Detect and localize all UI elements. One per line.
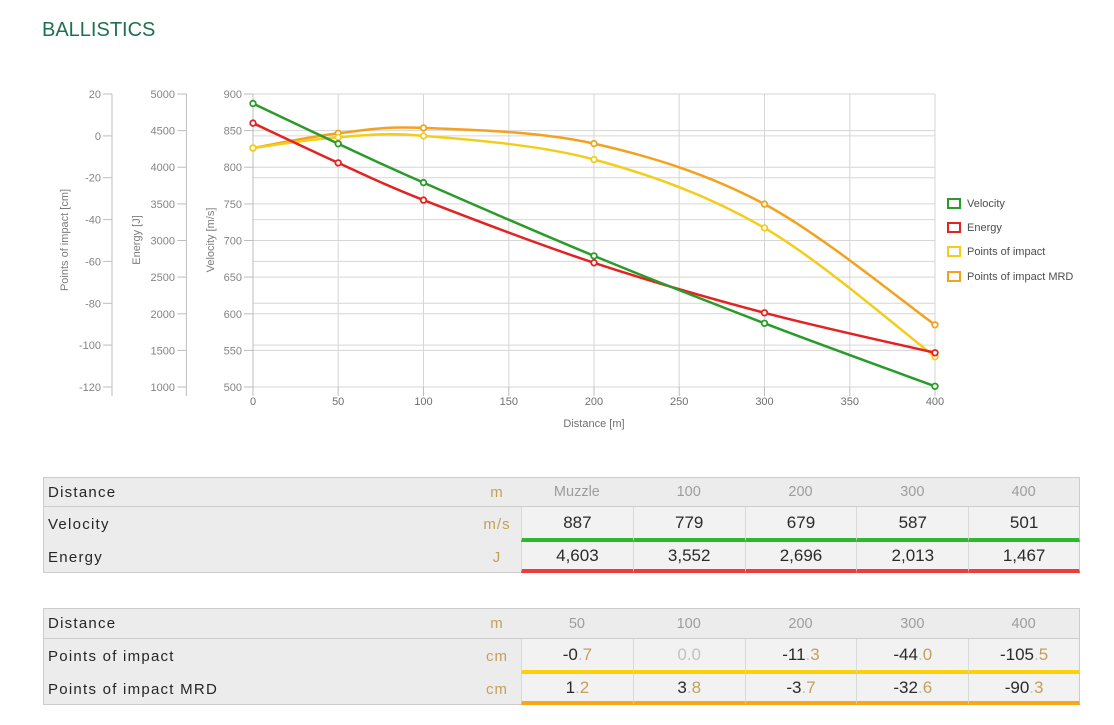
svg-text:-40: -40 bbox=[85, 215, 101, 227]
svg-text:1000: 1000 bbox=[151, 382, 175, 394]
svg-text:500: 500 bbox=[224, 382, 242, 394]
svg-text:300: 300 bbox=[755, 396, 773, 408]
svg-text:4000: 4000 bbox=[151, 162, 175, 174]
svg-text:600: 600 bbox=[224, 309, 242, 321]
svg-text:20: 20 bbox=[89, 89, 101, 101]
svg-text:700: 700 bbox=[224, 236, 242, 248]
svg-text:Points of impact [cm]: Points of impact [cm] bbox=[59, 189, 71, 291]
svg-text:Velocity [m/s]: Velocity [m/s] bbox=[205, 208, 217, 273]
svg-text:Energy [J]: Energy [J] bbox=[131, 215, 143, 265]
svg-text:850: 850 bbox=[224, 126, 242, 138]
svg-text:-60: -60 bbox=[85, 256, 101, 268]
svg-text:3500: 3500 bbox=[151, 199, 175, 211]
svg-text:1500: 1500 bbox=[151, 345, 175, 357]
svg-text:Distance [m]: Distance [m] bbox=[563, 418, 624, 430]
svg-text:5000: 5000 bbox=[151, 89, 175, 101]
svg-text:3000: 3000 bbox=[151, 236, 175, 248]
svg-text:0: 0 bbox=[250, 396, 256, 408]
svg-text:-80: -80 bbox=[85, 298, 101, 310]
svg-text:250: 250 bbox=[670, 396, 688, 408]
svg-text:100: 100 bbox=[414, 396, 432, 408]
svg-text:350: 350 bbox=[841, 396, 859, 408]
svg-text:800: 800 bbox=[224, 162, 242, 174]
svg-text:650: 650 bbox=[224, 272, 242, 284]
svg-text:400: 400 bbox=[926, 396, 944, 408]
svg-text:0: 0 bbox=[95, 131, 101, 143]
svg-text:-20: -20 bbox=[85, 173, 101, 185]
svg-text:750: 750 bbox=[224, 199, 242, 211]
svg-text:900: 900 bbox=[224, 89, 242, 101]
svg-text:-120: -120 bbox=[79, 382, 101, 394]
svg-text:4500: 4500 bbox=[151, 126, 175, 138]
svg-text:200: 200 bbox=[585, 396, 603, 408]
svg-text:50: 50 bbox=[332, 396, 344, 408]
svg-text:550: 550 bbox=[224, 345, 242, 357]
svg-text:-100: -100 bbox=[79, 340, 101, 352]
svg-text:150: 150 bbox=[500, 396, 518, 408]
svg-text:2500: 2500 bbox=[151, 272, 175, 284]
svg-text:2000: 2000 bbox=[151, 309, 175, 321]
